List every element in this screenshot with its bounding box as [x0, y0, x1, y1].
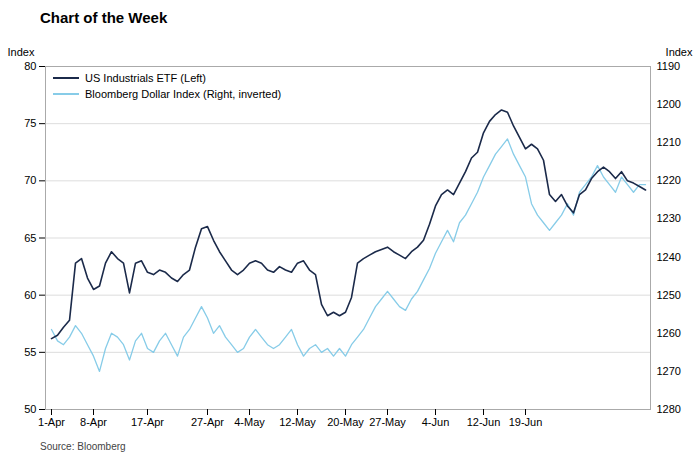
svg-text:55: 55 [24, 346, 36, 358]
svg-text:1260: 1260 [657, 327, 681, 339]
html-text:Bloomberg Dollar Index (Right,: Bloomberg Dollar Index (Right, inverted) [85, 88, 282, 100]
svg-text:1230: 1230 [657, 212, 681, 224]
svg-text:17-Apr: 17-Apr [131, 416, 164, 428]
svg-text:75: 75 [24, 117, 36, 129]
svg-text:1270: 1270 [657, 365, 681, 377]
svg-text:1190: 1190 [657, 60, 681, 72]
svg-text:1240: 1240 [657, 251, 681, 263]
svg-text:20-May: 20-May [327, 416, 364, 428]
svg-text:4-May: 4-May [234, 416, 265, 428]
svg-text:70: 70 [24, 174, 36, 186]
svg-text:1220: 1220 [657, 174, 681, 186]
svg-text:1-Apr: 1-Apr [38, 416, 65, 428]
svg-text:Index: Index [666, 46, 693, 58]
svg-text:65: 65 [24, 232, 36, 244]
svg-text:27-May: 27-May [369, 416, 406, 428]
svg-text:12-Jun: 12-Jun [467, 416, 501, 428]
svg-text:1250: 1250 [657, 289, 681, 301]
html-text:Chart of the Week: Chart of the Week [40, 9, 168, 26]
svg-text:Index: Index [8, 46, 35, 58]
svg-text:50: 50 [24, 403, 36, 415]
svg-text:60: 60 [24, 289, 36, 301]
svg-text:1280: 1280 [657, 403, 681, 415]
svg-text:8-Apr: 8-Apr [80, 416, 107, 428]
svg-text:19-Jun: 19-Jun [509, 416, 543, 428]
svg-text:1210: 1210 [657, 136, 681, 148]
svg-text:80: 80 [24, 60, 36, 72]
svg-text:1200: 1200 [657, 98, 681, 110]
html-text:Source: Bloomberg: Source: Bloomberg [40, 441, 126, 452]
html-text:US Industrials ETF (Left): US Industrials ETF (Left) [85, 72, 206, 84]
svg-text:27-Apr: 27-Apr [191, 416, 224, 428]
svg-text:4-Jun: 4-Jun [422, 416, 450, 428]
svg-text:12-May: 12-May [279, 416, 316, 428]
